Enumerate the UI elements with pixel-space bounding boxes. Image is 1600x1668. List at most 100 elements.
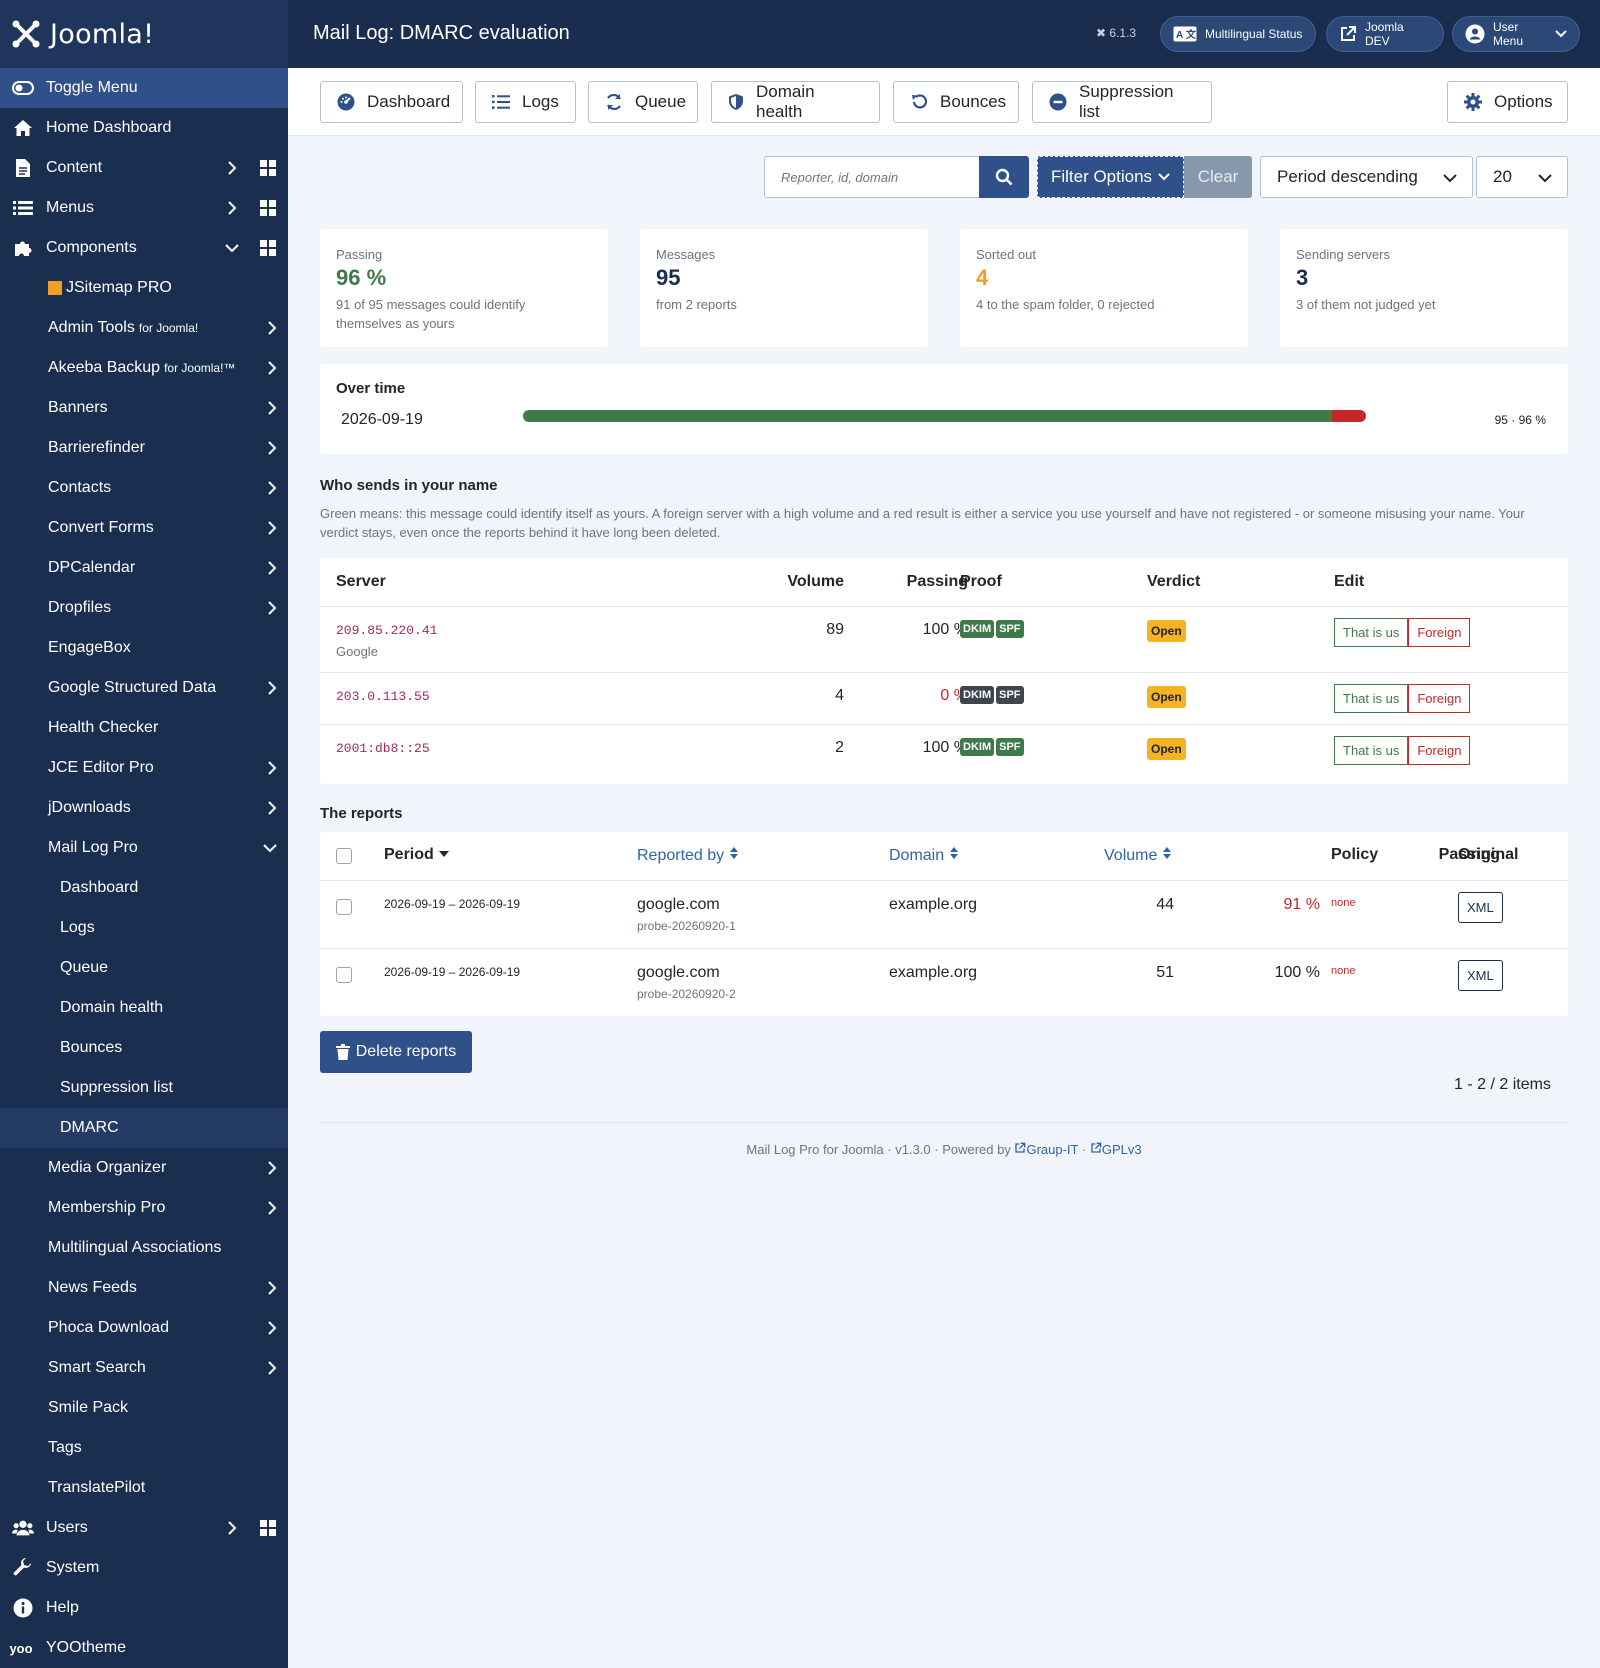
- sidebar-item-home[interactable]: Home Dashboard: [0, 108, 288, 148]
- user-menu-button[interactable]: User Menu: [1452, 16, 1580, 52]
- brand[interactable]: Joomla!: [0, 0, 288, 68]
- sidebar-item-banners[interactable]: Banners: [0, 388, 288, 428]
- sidebar-item-jdownloads[interactable]: jDownloads: [0, 788, 288, 828]
- sidebar-item-dpcalendar[interactable]: DPCalendar: [0, 548, 288, 588]
- sidebar-item-components[interactable]: Components: [0, 228, 288, 268]
- foreign-button[interactable]: Foreign: [1408, 618, 1471, 647]
- dashboard-grid-icon[interactable]: [260, 160, 276, 176]
- chevron-right-icon: [268, 561, 277, 575]
- sidebar-item-suppression-list[interactable]: Suppression list: [0, 1068, 288, 1108]
- options-button[interactable]: Options: [1447, 81, 1568, 123]
- jsitemap-icon: [48, 281, 62, 295]
- sidebar-item-system[interactable]: System: [0, 1548, 288, 1588]
- foreign-button[interactable]: Foreign: [1408, 736, 1471, 765]
- chevron-right-icon: [268, 521, 277, 535]
- sidebar-item-jce-editor-pro[interactable]: JCE Editor Pro: [0, 748, 288, 788]
- sidebar-item-dmarc[interactable]: DMARC: [0, 1108, 288, 1148]
- sidebar-item-smart-search[interactable]: Smart Search: [0, 1348, 288, 1388]
- stat-label: Passing: [336, 247, 383, 262]
- select-all-checkbox[interactable]: [336, 848, 352, 864]
- sidebar-item-google-structured-data[interactable]: Google Structured Data: [0, 668, 288, 708]
- sidebar-item-mail-log-pro[interactable]: Mail Log Pro: [0, 828, 288, 868]
- sidebar-item-convert-forms[interactable]: Convert Forms: [0, 508, 288, 548]
- col-reported-by-sort[interactable]: Reported by: [637, 846, 739, 865]
- gpl-link[interactable]: GPLv3: [1090, 1142, 1142, 1157]
- report-id: probe-20260920-2: [637, 987, 736, 1001]
- sidebar-item-tags[interactable]: Tags: [0, 1428, 288, 1468]
- home-icon: [12, 118, 34, 138]
- col-volume-sort[interactable]: Volume: [1104, 846, 1172, 865]
- yootheme-icon: yoo: [9, 1640, 33, 1656]
- search-button[interactable]: [979, 156, 1029, 198]
- graup-it-link[interactable]: Graup-IT: [1014, 1142, 1078, 1157]
- domain-health-button[interactable]: Domain health: [711, 81, 880, 123]
- footer-text: Mail Log Pro for Joomla · v1.3.0 · Power…: [746, 1142, 1011, 1157]
- chevron-down-icon: [1555, 30, 1567, 38]
- sidebar-item-akeeba-backup[interactable]: Akeeba Backup for Joomla!™: [0, 348, 288, 388]
- chevron-right-icon: [268, 681, 277, 695]
- ordering-select[interactable]: Period descending: [1260, 156, 1473, 198]
- domain-health-button-label: Domain health: [756, 82, 815, 121]
- col-domain-sort[interactable]: Domain: [889, 846, 959, 865]
- bounces-button-label: Bounces: [940, 92, 1007, 111]
- sidebar-item-jsitemap-pro[interactable]: JSitemap PRO: [0, 268, 288, 308]
- sidebar-item-multilingual-associations[interactable]: Multilingual Associations: [0, 1228, 288, 1268]
- row-checkbox[interactable]: [336, 967, 352, 983]
- sidebar-item-barrierefinder[interactable]: Barrierefinder: [0, 428, 288, 468]
- external-link-icon: [1015, 1142, 1026, 1153]
- sidebar-item-label: Mail Log Pro: [48, 839, 138, 856]
- sidebar-item-queue[interactable]: Queue: [0, 948, 288, 988]
- sidebar-item-content[interactable]: Content: [0, 148, 288, 188]
- sidebar-item-health-checker[interactable]: Health Checker: [0, 708, 288, 748]
- dashboard-grid-icon[interactable]: [260, 200, 276, 216]
- joomla-dev-link[interactable]: Joomla DEV: [1326, 16, 1444, 52]
- chevron-right-icon: [268, 481, 277, 495]
- sidebar-item-admin-tools[interactable]: Admin Tools for Joomla!: [0, 308, 288, 348]
- sidebar-item-domain-health[interactable]: Domain health: [0, 988, 288, 1028]
- clear-button[interactable]: Clear: [1184, 156, 1252, 198]
- sidebar-item-dropfiles[interactable]: Dropfiles: [0, 588, 288, 628]
- sidebar-item-dashboard[interactable]: Dashboard: [0, 868, 288, 908]
- search-input[interactable]: [764, 156, 980, 198]
- col-period-sort[interactable]: Period: [384, 846, 450, 864]
- sidebar-item-help[interactable]: Help: [0, 1588, 288, 1628]
- sidebar-item-translatepilot[interactable]: TranslatePilot: [0, 1468, 288, 1508]
- toggle-menu[interactable]: Toggle Menu: [0, 68, 288, 108]
- xml-button[interactable]: XML: [1458, 960, 1503, 991]
- sidebar-item-users[interactable]: Users: [0, 1508, 288, 1548]
- sidebar-item-media-organizer[interactable]: Media Organizer: [0, 1148, 288, 1188]
- sidebar-item-news-feeds[interactable]: News Feeds: [0, 1268, 288, 1308]
- delete-reports-button[interactable]: Delete reports: [320, 1031, 472, 1073]
- queue-button[interactable]: Queue: [588, 81, 698, 123]
- sidebar-item-bounces[interactable]: Bounces: [0, 1028, 288, 1068]
- sidebar-item-menus[interactable]: Menus: [0, 188, 288, 228]
- chevron-down-icon: [1538, 174, 1552, 183]
- sidebar-item-membership-pro[interactable]: Membership Pro: [0, 1188, 288, 1228]
- logs-button[interactable]: Logs: [475, 81, 576, 123]
- that-is-us-button[interactable]: That is us: [1334, 618, 1409, 647]
- verdict-badge: Open: [1147, 738, 1186, 760]
- bounces-button[interactable]: Bounces: [893, 81, 1019, 123]
- sidebar-item-label: Smart Search: [48, 1359, 146, 1376]
- sidebar-item-engagebox[interactable]: EngageBox: [0, 628, 288, 668]
- xml-button[interactable]: XML: [1458, 892, 1503, 923]
- that-is-us-button[interactable]: That is us: [1334, 736, 1409, 765]
- options-button-label: Options: [1494, 92, 1553, 111]
- dashboard-button[interactable]: Dashboard: [320, 81, 463, 123]
- sidebar-item-smile-pack[interactable]: Smile Pack: [0, 1388, 288, 1428]
- sidebar-item-contacts[interactable]: Contacts: [0, 468, 288, 508]
- sidebar-item-yootheme[interactable]: yoo YOOtheme: [0, 1628, 288, 1668]
- filter-options-button[interactable]: Filter Options: [1037, 156, 1184, 198]
- limit-select[interactable]: 20: [1476, 156, 1568, 198]
- row-checkbox[interactable]: [336, 899, 352, 915]
- dashboard-grid-icon[interactable]: [260, 240, 276, 256]
- sidebar-item-logs[interactable]: Logs: [0, 908, 288, 948]
- sidebar-item-phoca-download[interactable]: Phoca Download: [0, 1308, 288, 1348]
- that-is-us-button[interactable]: That is us: [1334, 684, 1409, 713]
- sidebar-item-label: Help: [46, 1599, 79, 1616]
- suppression-list-button[interactable]: Suppression list: [1032, 81, 1212, 123]
- foreign-button[interactable]: Foreign: [1408, 684, 1471, 713]
- dashboard-grid-icon[interactable]: [260, 1520, 276, 1536]
